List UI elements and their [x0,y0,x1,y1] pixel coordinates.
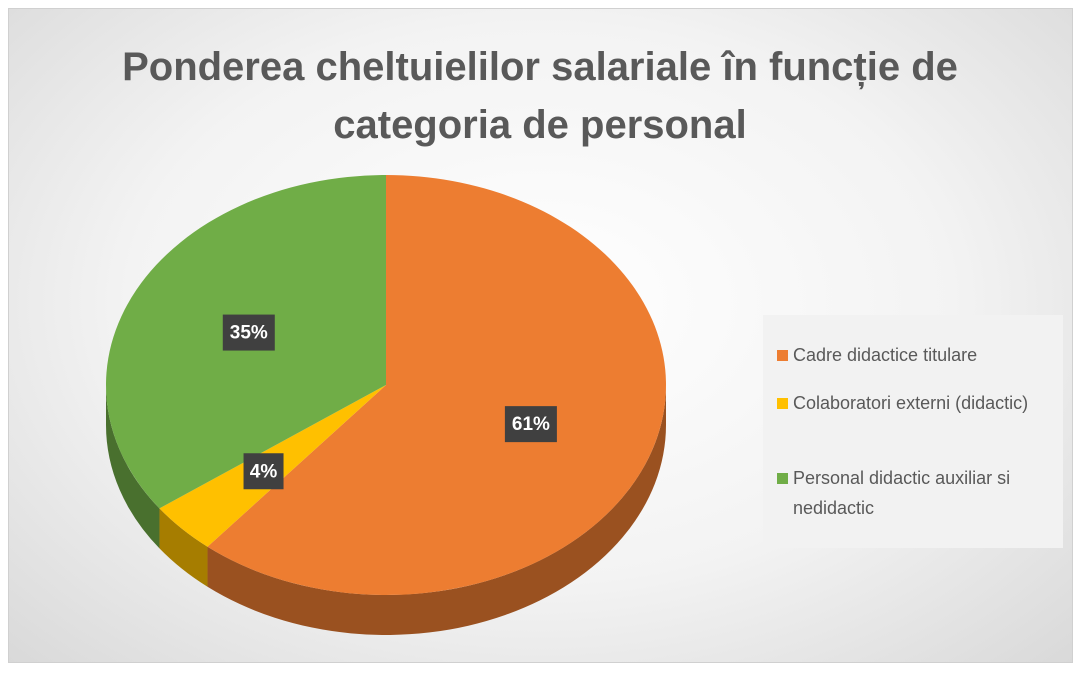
legend-label: Colaboratori externi (didactic) [793,393,1029,413]
slice-side [106,385,160,549]
data-label-box [222,314,275,351]
data-label-box [504,406,557,443]
legend-swatch [777,398,788,409]
slice-side [159,508,208,587]
data-label: 61% [512,414,550,435]
legend-label: Personal didactic auxiliar si nedidactic [793,468,1011,518]
data-label: 4% [250,461,278,482]
chart-title: Ponderea cheltuielilor salariale în func… [122,45,958,147]
legend-swatch [777,350,788,361]
legend-entry: Personal didactic auxiliar si nedidactic [777,463,1073,523]
legend: Cadre didactice titulare Colaboratori ext… [763,315,1063,548]
data-label-box [243,453,284,490]
legend-entry: Cadre didactice titulare [777,340,1073,370]
legend-swatch [777,473,788,484]
slice-side [207,385,666,635]
slice [207,175,666,595]
data-label: 35% [230,323,268,344]
legend-entry: Colaboratori externi (didactic) [777,388,1073,418]
legend-label: Cadre didactice titulare [793,345,978,365]
